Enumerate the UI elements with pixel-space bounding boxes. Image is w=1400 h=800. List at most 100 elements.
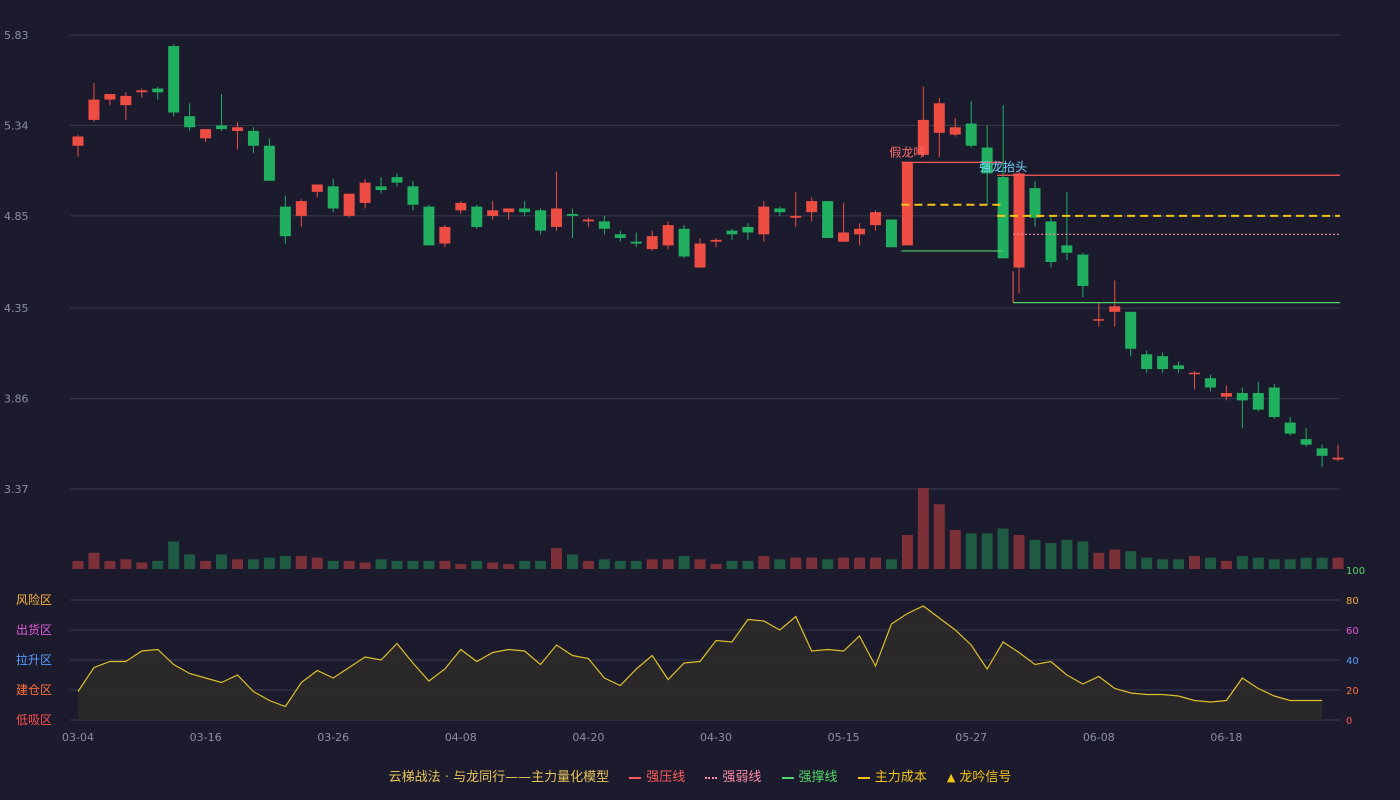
price-axis: 5.83 5.34 4.85 4.35 3.86 3.37 — [4, 29, 29, 496]
indicator-area — [78, 606, 1323, 720]
volume-bar — [822, 559, 834, 569]
volume-bar — [1220, 560, 1232, 569]
candle-body — [997, 177, 1009, 259]
candle-body — [949, 127, 961, 135]
price-tick-label: 3.37 — [4, 483, 29, 496]
indicator-tick-label: 20 — [1346, 686, 1359, 697]
volume-bar — [104, 560, 116, 569]
candle-body — [694, 243, 706, 268]
candle-body — [343, 193, 355, 216]
candle-body — [216, 125, 228, 130]
volume-bar — [184, 554, 196, 569]
candle-body — [1093, 319, 1105, 321]
volume-bar — [1013, 534, 1025, 569]
candle-body — [487, 210, 499, 216]
candle-body — [1204, 378, 1216, 388]
candle-body — [662, 225, 674, 246]
candle-body — [965, 123, 977, 146]
volume-bar — [1141, 557, 1153, 569]
candle-body — [854, 228, 866, 235]
candle-body — [152, 88, 164, 93]
indicator-zone-label: 出货区 — [16, 622, 52, 637]
volume-bar — [1300, 557, 1312, 569]
candle-body — [407, 186, 419, 205]
volume-bar — [120, 559, 132, 569]
candle-body — [168, 46, 180, 113]
date-tick-label: 05-27 — [955, 731, 987, 744]
candle-body — [120, 95, 132, 106]
legend-item-dragon-signal: ▲ 龙吟信号 — [947, 766, 1011, 785]
volume-bar — [1268, 559, 1280, 569]
candlesticks — [72, 44, 1344, 467]
volume-bar — [551, 547, 562, 569]
candle-body — [933, 103, 945, 133]
volume-bar — [646, 559, 658, 569]
candle-body — [1013, 173, 1025, 268]
candle-body — [614, 234, 626, 239]
volume-bar — [471, 560, 483, 569]
legend-label-dragon-signal: 龙吟信号 — [959, 770, 1012, 785]
legend-label-strong-pressure: 强压线 — [646, 770, 686, 785]
candle-body — [72, 136, 84, 146]
candle-body — [519, 208, 531, 213]
candle-body — [790, 215, 802, 218]
triangle-up-icon: ▲ — [946, 771, 956, 784]
volume-bar — [391, 560, 403, 569]
volume-bar — [694, 559, 706, 569]
legend-label-strength-line: 强弱线 — [722, 770, 762, 785]
candle-body — [1173, 365, 1185, 370]
volume-bar — [614, 560, 626, 569]
candle-body — [375, 186, 387, 191]
price-tick-label: 5.34 — [4, 119, 29, 132]
candle-body — [104, 94, 116, 100]
volume-bar — [949, 530, 961, 569]
candle-body — [247, 130, 259, 146]
volume-bar — [870, 557, 881, 569]
date-tick-label: 03-04 — [62, 731, 94, 744]
level-lines — [901, 161, 1340, 304]
volume-bar — [854, 557, 866, 569]
legend-swatch-main-cost — [857, 776, 870, 779]
candle-body — [311, 184, 323, 192]
volume-bar — [487, 562, 499, 569]
volume-bar — [327, 560, 339, 569]
volume-bar — [343, 560, 355, 569]
volume-bar — [678, 556, 690, 569]
candle-body — [774, 208, 786, 213]
date-axis: 03-04 03-16 03-26 04-08 04-20 04-30 05-15 05-27… — [62, 731, 1242, 744]
candle-body — [455, 202, 467, 211]
candle-body — [1045, 221, 1057, 262]
candle-body — [136, 90, 148, 93]
volume-bar — [279, 556, 291, 569]
volume-bar — [407, 560, 419, 569]
date-tick-label: 04-08 — [445, 731, 477, 744]
volume-bar — [630, 560, 642, 569]
volume-bar — [1252, 557, 1264, 569]
candle-body — [439, 226, 451, 244]
candle-body — [88, 99, 100, 120]
candle-body — [678, 228, 690, 257]
candle-body — [1316, 448, 1328, 456]
volume-bar — [1316, 557, 1328, 569]
candle-body — [726, 230, 738, 235]
candle-body — [981, 147, 993, 174]
volume-bar — [997, 528, 1009, 569]
signal-label: 强龙抬头 — [979, 160, 1027, 174]
volume-bar — [1189, 556, 1200, 569]
candle-body — [1220, 393, 1232, 397]
candle-body — [263, 145, 275, 181]
volume-bar — [806, 557, 818, 569]
price-tick-label: 5.83 — [4, 29, 29, 42]
volume-bar — [582, 560, 594, 569]
candle-body — [295, 201, 307, 216]
volume-bar — [758, 556, 770, 569]
candle-body — [423, 206, 435, 246]
volume-bar — [790, 557, 802, 569]
volume-bar — [1284, 559, 1296, 569]
candle-body — [806, 201, 818, 213]
volume-bar — [1045, 543, 1057, 569]
volume-bar — [1332, 557, 1344, 569]
volume-bar — [88, 552, 100, 569]
candle-body — [885, 219, 897, 248]
